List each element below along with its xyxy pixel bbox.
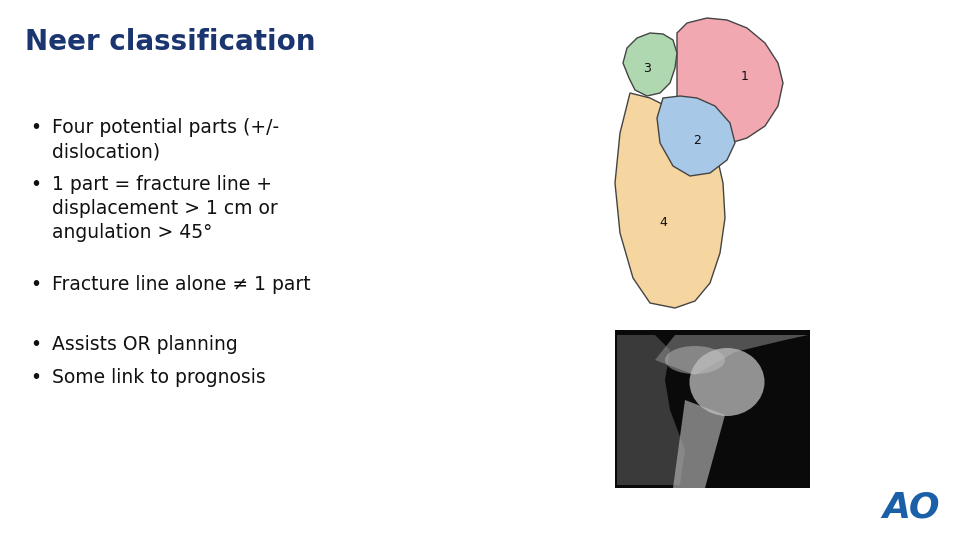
Text: •: • [30,175,41,194]
Text: 1 part = fracture line +
displacement > 1 cm or
angulation > 45°: 1 part = fracture line + displacement > … [52,175,277,242]
Text: 4: 4 [660,217,667,230]
Text: 1: 1 [741,70,749,83]
Text: AO: AO [882,491,940,525]
FancyBboxPatch shape [615,330,810,488]
Polygon shape [657,96,735,176]
Text: •: • [30,275,41,294]
Text: •: • [30,335,41,354]
Polygon shape [673,400,725,488]
Polygon shape [677,18,783,144]
Text: Four potential parts (+/-
dislocation): Four potential parts (+/- dislocation) [52,118,279,161]
Polygon shape [623,33,677,96]
Polygon shape [615,93,725,308]
Text: Some link to prognosis: Some link to prognosis [52,368,266,387]
Text: Assists OR planning: Assists OR planning [52,335,238,354]
Text: 3: 3 [643,62,651,75]
Text: Neer classification: Neer classification [25,28,316,56]
Text: •: • [30,368,41,387]
Text: 2: 2 [693,133,701,146]
Ellipse shape [689,348,764,416]
Text: Fracture line alone ≠ 1 part: Fracture line alone ≠ 1 part [52,275,311,294]
Polygon shape [617,335,685,485]
Text: •: • [30,118,41,137]
Polygon shape [655,335,808,375]
Ellipse shape [665,346,725,374]
